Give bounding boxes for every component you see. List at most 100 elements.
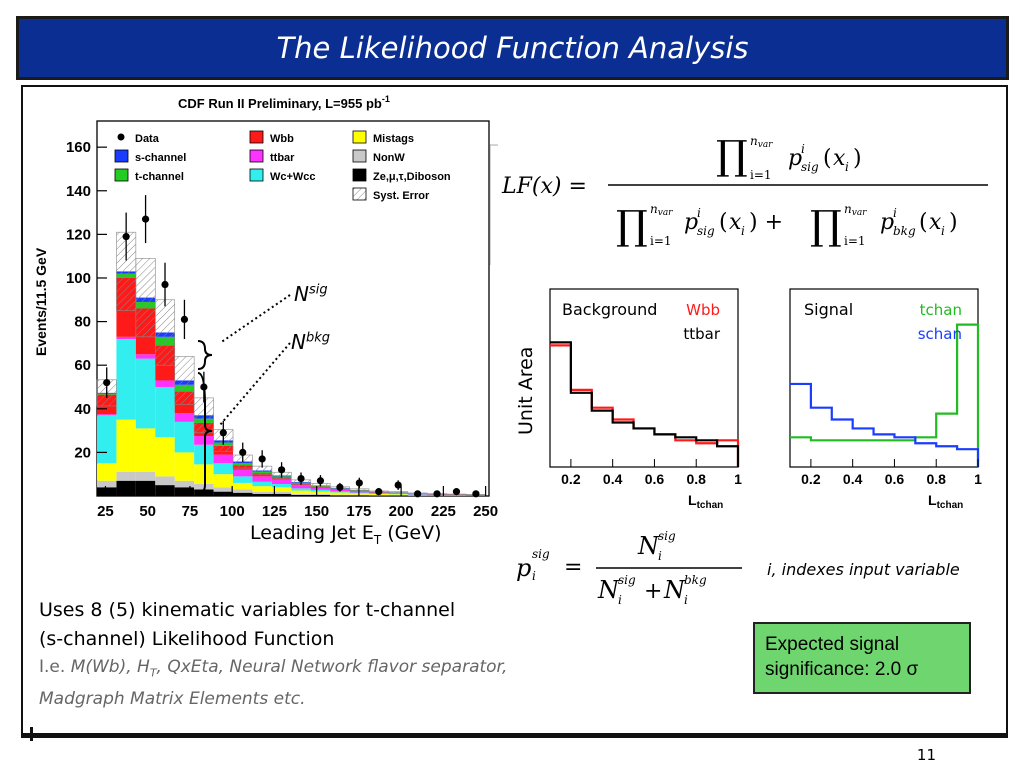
nbkg-label: Nbkg — [291, 330, 331, 354]
nsig-brace — [197, 340, 213, 370]
x-tick-label: 0.4 — [843, 471, 863, 487]
svg-text:p: p — [684, 210, 698, 235]
stack-bar — [252, 493, 272, 496]
data-point — [433, 490, 441, 498]
stack-bar — [97, 415, 117, 464]
stack-bar — [291, 493, 311, 495]
significance-line-1: Expected signal — [765, 634, 900, 655]
svg-text:i: i — [741, 224, 745, 238]
stack-bar — [233, 492, 253, 496]
data-point — [394, 481, 402, 489]
stack-bar — [271, 479, 292, 485]
x-tick-label: 50 — [139, 503, 156, 520]
legend-label: Ze,μ,τ,Diboson — [373, 171, 451, 183]
legend-swatch — [249, 168, 264, 182]
svg-text:(: ( — [719, 210, 728, 235]
y-tick-label: 60 — [74, 357, 91, 374]
data-point — [180, 315, 189, 324]
y-tick-label: 100 — [66, 270, 91, 287]
x-axis-title: Leading Jet ET (GeV) — [250, 522, 442, 547]
stack-bar — [174, 480, 195, 488]
svg-text:x: x — [729, 210, 742, 235]
svg-text:i=1: i=1 — [650, 234, 672, 248]
legend-label: Wbb — [270, 133, 294, 145]
svg-text:bkg: bkg — [893, 224, 916, 238]
stack-bar — [213, 491, 234, 496]
svg-text:i: i — [893, 206, 897, 220]
mini-x-axis-sub: tchan — [937, 500, 964, 511]
stack-bar — [155, 380, 175, 387]
svg-text:(: ( — [919, 210, 928, 235]
template-histogram-line — [790, 323, 980, 467]
svg-text:p: p — [788, 146, 802, 171]
data-point — [141, 215, 150, 223]
stack-bar — [233, 469, 253, 477]
stack-bar — [155, 485, 175, 496]
bottom-tick-mark — [30, 727, 33, 741]
legend-label: Data — [135, 133, 160, 145]
significance-box: Expected signal significance: 2.0 σ — [753, 622, 971, 694]
histogram-axes: 25 50 75 100 125 150 175 200 225 250 20 40 60 80 100 12… — [66, 139, 498, 520]
stack-bar — [213, 454, 234, 464]
template-histogram-line — [790, 382, 980, 467]
svg-text:i: i — [684, 593, 688, 607]
x-tick-label: 0.8 — [926, 471, 946, 487]
legend-swatch — [352, 187, 367, 201]
stack-bar — [310, 487, 331, 490]
svg-text:): ) — [853, 146, 862, 171]
y-tick-label: 40 — [74, 401, 91, 418]
stack-bar — [116, 419, 136, 473]
plot-header: CDF Run II Preliminary, L=955 pb-1 — [178, 94, 390, 111]
unit-area-label: Unit Area — [515, 346, 537, 435]
stack-bar — [213, 474, 234, 488]
x-tick-label: 0.6 — [645, 471, 665, 487]
stack-bar — [97, 487, 117, 496]
data-point — [277, 466, 286, 474]
y-tick-label: 80 — [74, 314, 91, 331]
stack-bar — [233, 482, 253, 490]
stack-bar — [155, 386, 175, 438]
stack-bar — [330, 492, 350, 495]
nbkg-pointer — [219, 342, 291, 426]
legend-swatch — [352, 168, 367, 182]
x-tick-label: 75 — [182, 503, 199, 520]
stack-bar — [135, 472, 156, 481]
legend-swatch — [249, 130, 264, 144]
stack-bar — [310, 489, 331, 492]
x-tick-label: 1 — [974, 471, 982, 487]
svg-text:i: i — [845, 160, 849, 174]
stack-bar — [116, 472, 136, 481]
legend-marker — [117, 133, 125, 141]
data-point — [414, 490, 422, 498]
data-point — [219, 429, 227, 437]
stack-bar — [155, 476, 175, 486]
stack-bar — [135, 428, 156, 473]
svg-text:i: i — [697, 206, 701, 220]
stack-bar — [271, 487, 292, 492]
stack-bar — [194, 464, 214, 485]
stack-bar — [97, 414, 117, 416]
legend-label: s-channel — [135, 152, 186, 164]
data-points — [103, 195, 480, 498]
lf-lhs: LF(x) = — [501, 174, 587, 199]
stack-bar — [291, 488, 311, 491]
data-point — [336, 483, 344, 491]
svg-text:∏: ∏ — [716, 133, 748, 179]
stack-bar — [135, 358, 156, 429]
stack-bar — [330, 494, 350, 496]
svg-text:): ) — [949, 210, 958, 235]
mini-plot-title: Background — [562, 300, 657, 319]
x-tick-label: 150 — [304, 503, 329, 520]
svg-text:(: ( — [823, 146, 832, 171]
svg-text:p: p — [880, 210, 894, 235]
svg-text:N: N — [597, 576, 620, 604]
syst-error-band — [135, 258, 156, 338]
bottom-divider — [21, 735, 1008, 738]
svg-text:+: + — [644, 579, 662, 604]
svg-text:i=1: i=1 — [844, 234, 866, 248]
data-point — [239, 448, 247, 456]
svg-text:sig: sig — [618, 573, 636, 587]
template-histogram-line — [550, 341, 740, 467]
stack-bar — [135, 480, 156, 496]
index-note: i, indexes input variable — [767, 560, 960, 579]
